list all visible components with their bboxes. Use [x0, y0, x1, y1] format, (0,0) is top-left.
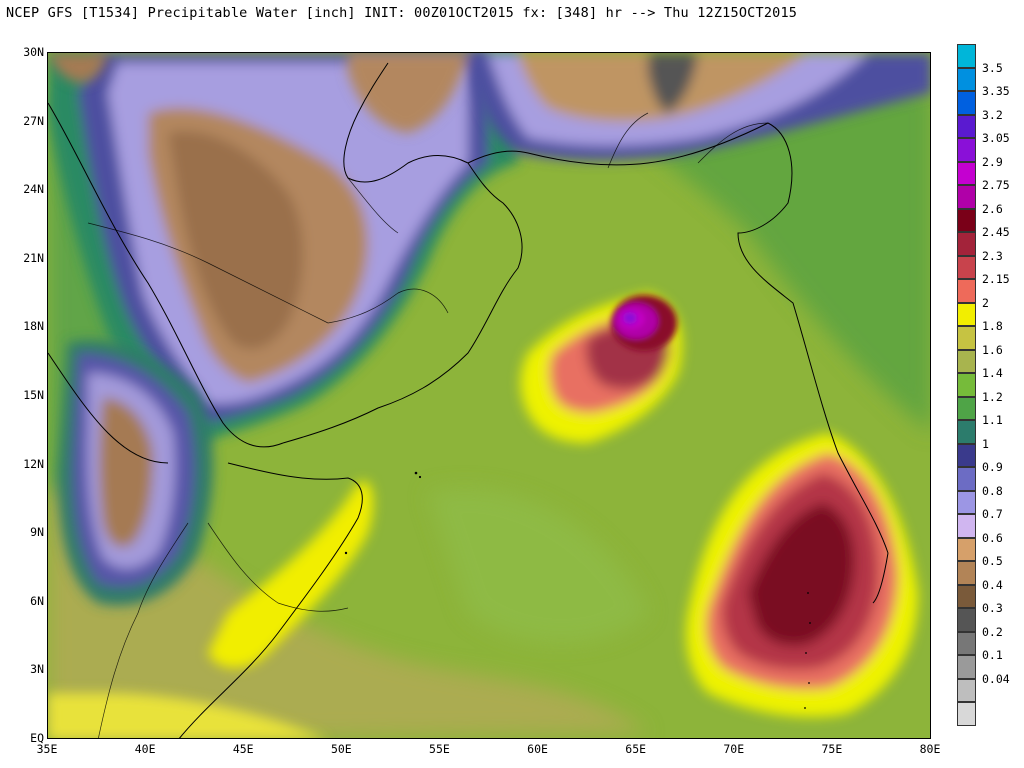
- colorbar-label: 2.3: [982, 248, 1003, 263]
- colorbar-swatch: [957, 467, 976, 491]
- colorbar-label: 0.6: [982, 530, 1003, 545]
- colorbar-swatch: [957, 655, 976, 679]
- lat-label: 27N: [23, 113, 44, 128]
- lon-label: 80E: [919, 742, 941, 756]
- colorbar-label: 3.35: [982, 84, 1010, 98]
- lon-label: 75E: [821, 742, 843, 756]
- lat-label: 12N: [23, 456, 44, 471]
- lon-label: 50E: [330, 742, 352, 756]
- colorbar-swatch: [957, 420, 976, 444]
- lon-label: 65E: [625, 742, 647, 756]
- arabian-peninsula-dry-air: [48, 53, 518, 443]
- colorbar-label: 0.4: [982, 577, 1003, 592]
- lat-label: EQ: [30, 731, 44, 745]
- lat-label: 30N: [23, 45, 44, 59]
- colorbar-swatch: [957, 349, 976, 373]
- colorbar-swatch: [957, 44, 976, 68]
- colorbar-swatch: [957, 185, 976, 209]
- map-title: NCEP GFS [T1534] Precipitable Water [inc…: [6, 5, 798, 21]
- colorbar-label: 1.4: [982, 366, 1003, 380]
- colorbar-label: 0.9: [982, 460, 1003, 474]
- colorbar-swatch: [957, 490, 976, 514]
- colorbar-label: 0.5: [982, 554, 1003, 568]
- colorbar-label: 2.75: [982, 178, 1010, 192]
- colorbar-label: 1.2: [982, 389, 1003, 404]
- colorbar-label: 0.8: [982, 483, 1003, 498]
- colorbar-swatch: [957, 702, 976, 726]
- colorbar-label: 1: [982, 436, 989, 451]
- colorbar-swatch: [957, 396, 976, 420]
- lat-label: 6N: [30, 593, 44, 608]
- tropical-cyclone-moisture-core: [520, 293, 682, 443]
- colorbar-swatch: [957, 255, 976, 279]
- precipitable-water-map[interactable]: [47, 52, 931, 739]
- colorbar-label: 2.45: [982, 225, 1010, 239]
- colorbar-swatch: [957, 608, 976, 632]
- colorbar-swatch: [957, 514, 976, 538]
- lon-label: 45E: [232, 742, 254, 756]
- colorbar-swatch: [957, 443, 976, 467]
- colorbar-label: 0.2: [982, 624, 1003, 639]
- colorbar-legend: 3.5 3.35 3.2 3.05 2.9 2.75 2.6 2.45 2.3 2.15 2 1.8 1…: [957, 44, 1021, 742]
- colorbar-swatch: [957, 537, 976, 561]
- colorbar-swatch: [957, 138, 976, 162]
- colorbar-swatch: [957, 561, 976, 585]
- lon-label: 60E: [527, 742, 548, 756]
- lat-label: 3N: [30, 662, 44, 677]
- colorbar-label: 0.3: [982, 601, 1003, 615]
- colorbar-label: 0.1: [982, 648, 1003, 662]
- lat-label: 9N: [30, 525, 44, 540]
- colorbar-label: 2.9: [982, 154, 1003, 169]
- coastlines: [48, 62, 889, 738]
- colorbar-swatch: [957, 91, 976, 115]
- colorbar-label: 0.04: [982, 671, 1010, 686]
- colorbar-label: 1.1: [982, 413, 1003, 427]
- colorbar-label: 3.2: [982, 107, 1003, 122]
- lat-label: 24N: [23, 182, 44, 197]
- india-west-coast-moist-plume: [686, 433, 918, 717]
- lon-label: 35E: [36, 742, 58, 756]
- colorbar-label: 2.6: [982, 201, 1003, 216]
- colorbar-swatch: [957, 302, 976, 326]
- lon-label: 40E: [134, 742, 156, 756]
- colorbar-label: 2.15: [982, 272, 1010, 286]
- colorbar-swatch: [957, 67, 976, 91]
- map-canvas: [48, 53, 930, 738]
- lon-label: 55E: [429, 742, 450, 756]
- colorbar-swatch: [957, 678, 976, 702]
- lon-label: 70E: [723, 742, 745, 756]
- lat-label: 21N: [23, 250, 44, 265]
- ethiopian-highlands-dry-core: [58, 340, 213, 606]
- colorbar-label: 2: [982, 295, 989, 310]
- colorbar-swatch: [957, 326, 976, 350]
- colorbar-label: 3.05: [982, 131, 1010, 145]
- somalia-coastal-moist-band: [48, 481, 374, 738]
- colorbar-label: 0.7: [982, 507, 1003, 521]
- colorbar-label: 1.6: [982, 342, 1003, 357]
- colorbar-label: 3.5: [982, 60, 1003, 75]
- colorbar-swatch: [957, 373, 976, 397]
- islands: [344, 471, 811, 709]
- colorbar-swatch: [957, 584, 976, 608]
- colorbar-swatch: [957, 114, 976, 138]
- colorbar-swatch: [957, 631, 976, 655]
- lat-label: 15N: [23, 388, 44, 402]
- colorbar-swatch: [957, 161, 976, 185]
- lat-label: 18N: [23, 319, 44, 334]
- country-borders: [87, 112, 769, 738]
- colorbar-swatch: [957, 279, 976, 303]
- colorbar-swatch: [957, 208, 976, 232]
- colorbar-label: 1.8: [982, 319, 1003, 333]
- colorbar-swatch: [957, 232, 976, 256]
- iran-plateau-dry-air: [48, 53, 930, 161]
